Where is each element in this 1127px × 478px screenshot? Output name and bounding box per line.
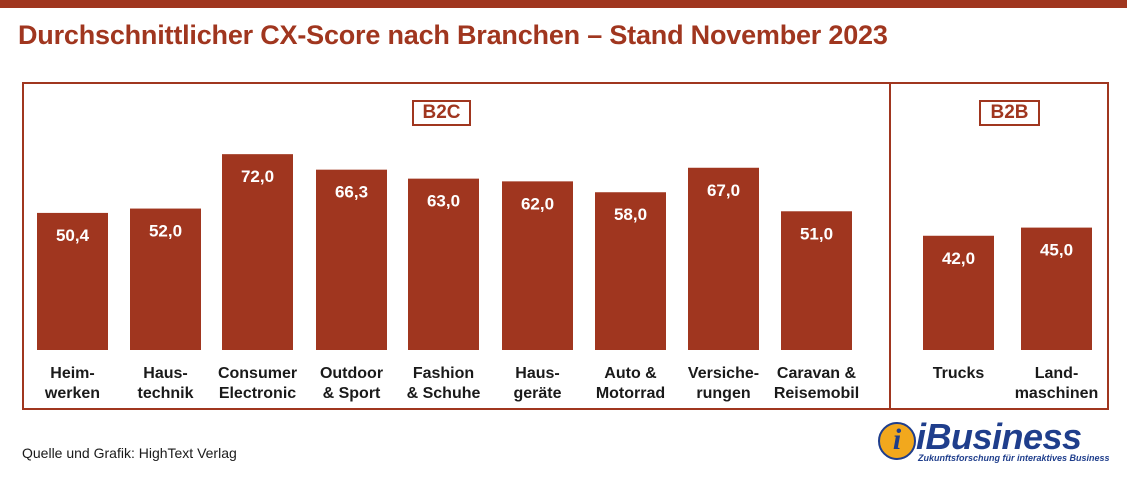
category-label-line: Reisemobil bbox=[774, 385, 859, 402]
category-label-line: technik bbox=[137, 385, 193, 402]
category-label: Versiche-rungen bbox=[688, 365, 759, 402]
category-label: Outdoor & Sport bbox=[320, 365, 383, 402]
category-label-line: Heim- bbox=[50, 365, 94, 382]
bar-value-label: 45,0 bbox=[1040, 241, 1073, 260]
bar-b2c-4 bbox=[408, 178, 479, 350]
ibusiness-logo: i iBusiness Zukunftsforschung für intera… bbox=[878, 416, 1110, 465]
bar-b2c-7 bbox=[688, 167, 759, 350]
category-label-line: geräte bbox=[513, 385, 561, 402]
bar-b2c-3 bbox=[316, 169, 387, 350]
bar-b2b-0 bbox=[923, 235, 994, 350]
bar-b2c-2 bbox=[222, 154, 293, 350]
bar-value-label: 50,4 bbox=[56, 226, 90, 245]
segment-label-b2c: B2C bbox=[412, 100, 471, 126]
category-label: Land-maschinen bbox=[1015, 365, 1099, 402]
category-label-line: Trucks bbox=[933, 365, 985, 382]
bar-b2c-8 bbox=[781, 211, 852, 350]
bar-value-label: 72,0 bbox=[241, 167, 274, 186]
bar-value-label: 51,0 bbox=[800, 224, 833, 243]
category-label-line: Electronic bbox=[219, 385, 296, 402]
bar-b2c-0 bbox=[37, 212, 108, 350]
category-label: Fashion & Schuhe bbox=[407, 365, 481, 402]
logo-mark-icon: i bbox=[878, 422, 916, 460]
category-label-line: Outdoor bbox=[320, 365, 383, 382]
category-label: Haus-technik bbox=[137, 365, 193, 402]
category-label-line: & Schuhe bbox=[407, 385, 481, 402]
top-accent-strip bbox=[0, 0, 1127, 8]
segment-label-b2b: B2B bbox=[979, 100, 1040, 126]
category-label-line: Land- bbox=[1035, 365, 1079, 382]
logo-wordmark: iBusiness bbox=[916, 416, 1082, 457]
category-label: Heim-werken bbox=[44, 365, 100, 402]
category-label-line: Haus- bbox=[143, 365, 187, 382]
category-label: Trucks bbox=[933, 365, 985, 382]
logo-tagline: Zukunftsforschung für interaktives Busin… bbox=[918, 453, 1110, 463]
bar-value-label: 66,3 bbox=[335, 183, 368, 202]
category-label-line: maschinen bbox=[1015, 385, 1099, 402]
category-label-line: rungen bbox=[696, 385, 750, 402]
category-label-line: & Sport bbox=[323, 385, 381, 402]
category-label-line: Caravan & bbox=[777, 365, 857, 382]
category-label-line: Versiche- bbox=[688, 365, 759, 382]
category-label-line: Fashion bbox=[413, 365, 474, 382]
bar-b2c-6 bbox=[595, 192, 666, 350]
bar-value-label: 62,0 bbox=[521, 194, 554, 213]
category-label-line: werken bbox=[44, 385, 100, 402]
category-label-line: Consumer bbox=[218, 365, 297, 382]
panel-b2b bbox=[889, 82, 1109, 410]
category-label: Consumer Electronic bbox=[218, 365, 297, 402]
source-note: Quelle und Grafik: HighText Verlag bbox=[22, 445, 237, 461]
bar-b2b-1 bbox=[1021, 227, 1092, 350]
category-label: Auto & Motorrad bbox=[596, 365, 665, 402]
bar-value-label: 52,0 bbox=[149, 222, 182, 241]
category-label-line: Auto & bbox=[604, 365, 657, 382]
category-label: Haus-geräte bbox=[513, 365, 561, 402]
bar-value-label: 42,0 bbox=[942, 249, 975, 268]
bar-value-label: 58,0 bbox=[614, 205, 647, 224]
category-label-line: Haus- bbox=[515, 365, 559, 382]
chart-title: Durchschnittlicher CX-Score nach Branche… bbox=[18, 20, 888, 50]
bar-b2c-1 bbox=[130, 208, 201, 350]
bar-value-label: 67,0 bbox=[707, 181, 740, 200]
bar-b2c-5 bbox=[502, 181, 573, 350]
category-label-line: Motorrad bbox=[596, 385, 665, 402]
bar-value-label: 63,0 bbox=[427, 192, 460, 211]
category-label: Caravan & Reisemobil bbox=[774, 365, 859, 402]
